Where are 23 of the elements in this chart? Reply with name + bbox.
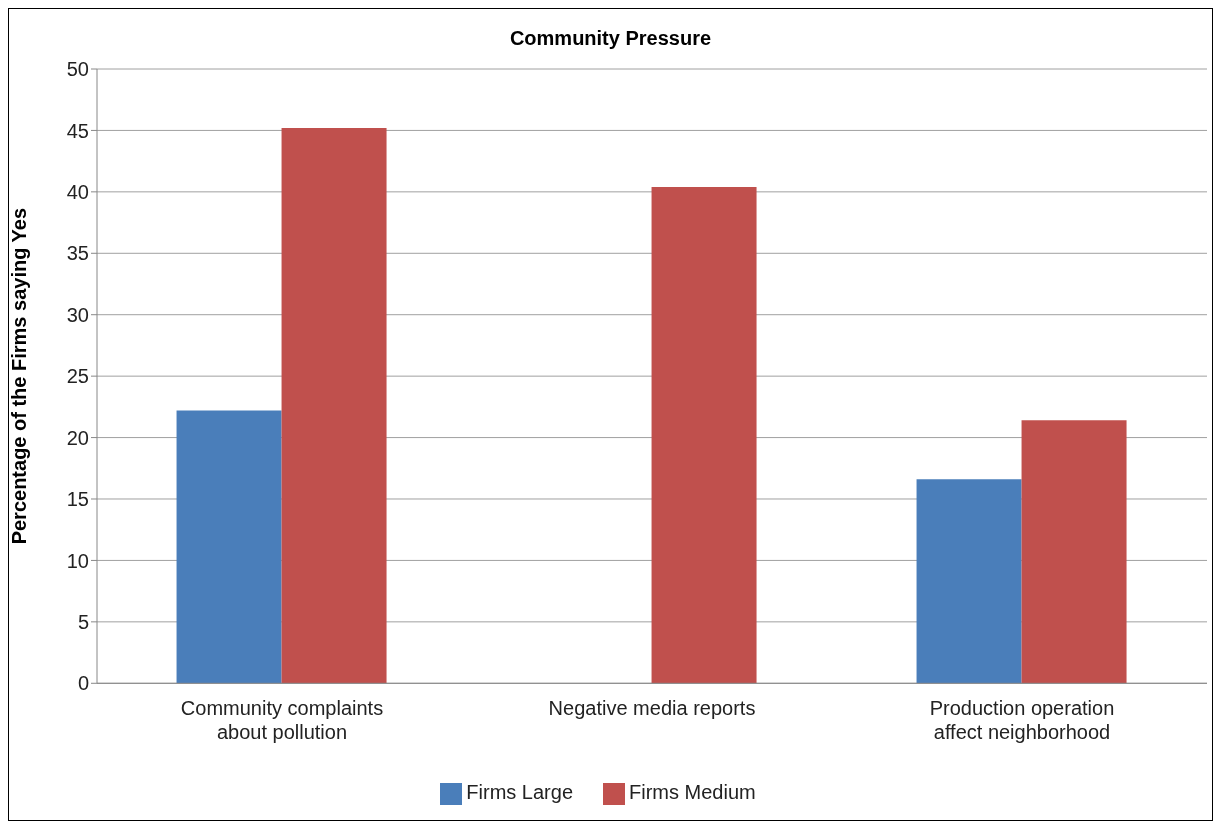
bar [916, 479, 1022, 684]
x-tick-label: Negative media reports [548, 697, 756, 720]
y-tick-label: 40 [66, 180, 89, 203]
bar [281, 127, 387, 684]
x-tick-label: Production operation affect neighborhood [929, 697, 1115, 744]
legend-label: Firms Large [466, 781, 574, 804]
bar [1021, 420, 1127, 684]
y-tick-label: 0 [77, 672, 89, 695]
bar [176, 410, 282, 684]
bar [651, 186, 757, 684]
y-tick-label: 35 [66, 242, 89, 265]
chart-title: Community Pressure [508, 26, 713, 51]
y-tick-label: 45 [66, 119, 89, 142]
y-tick-label: 10 [66, 549, 89, 572]
y-tick-label: 50 [66, 58, 89, 81]
x-tick-label: Community complaints about pollution [180, 697, 384, 744]
y-tick-label: 5 [77, 610, 89, 633]
y-axis-title: Percentage of the Firms saying Yes [8, 207, 31, 545]
y-tick-label: 15 [66, 488, 89, 511]
legend-label: Firms Medium [629, 781, 756, 804]
y-tick-label: 25 [66, 365, 89, 388]
y-tick-label: 30 [66, 303, 89, 326]
y-tick-label: 20 [66, 426, 89, 449]
